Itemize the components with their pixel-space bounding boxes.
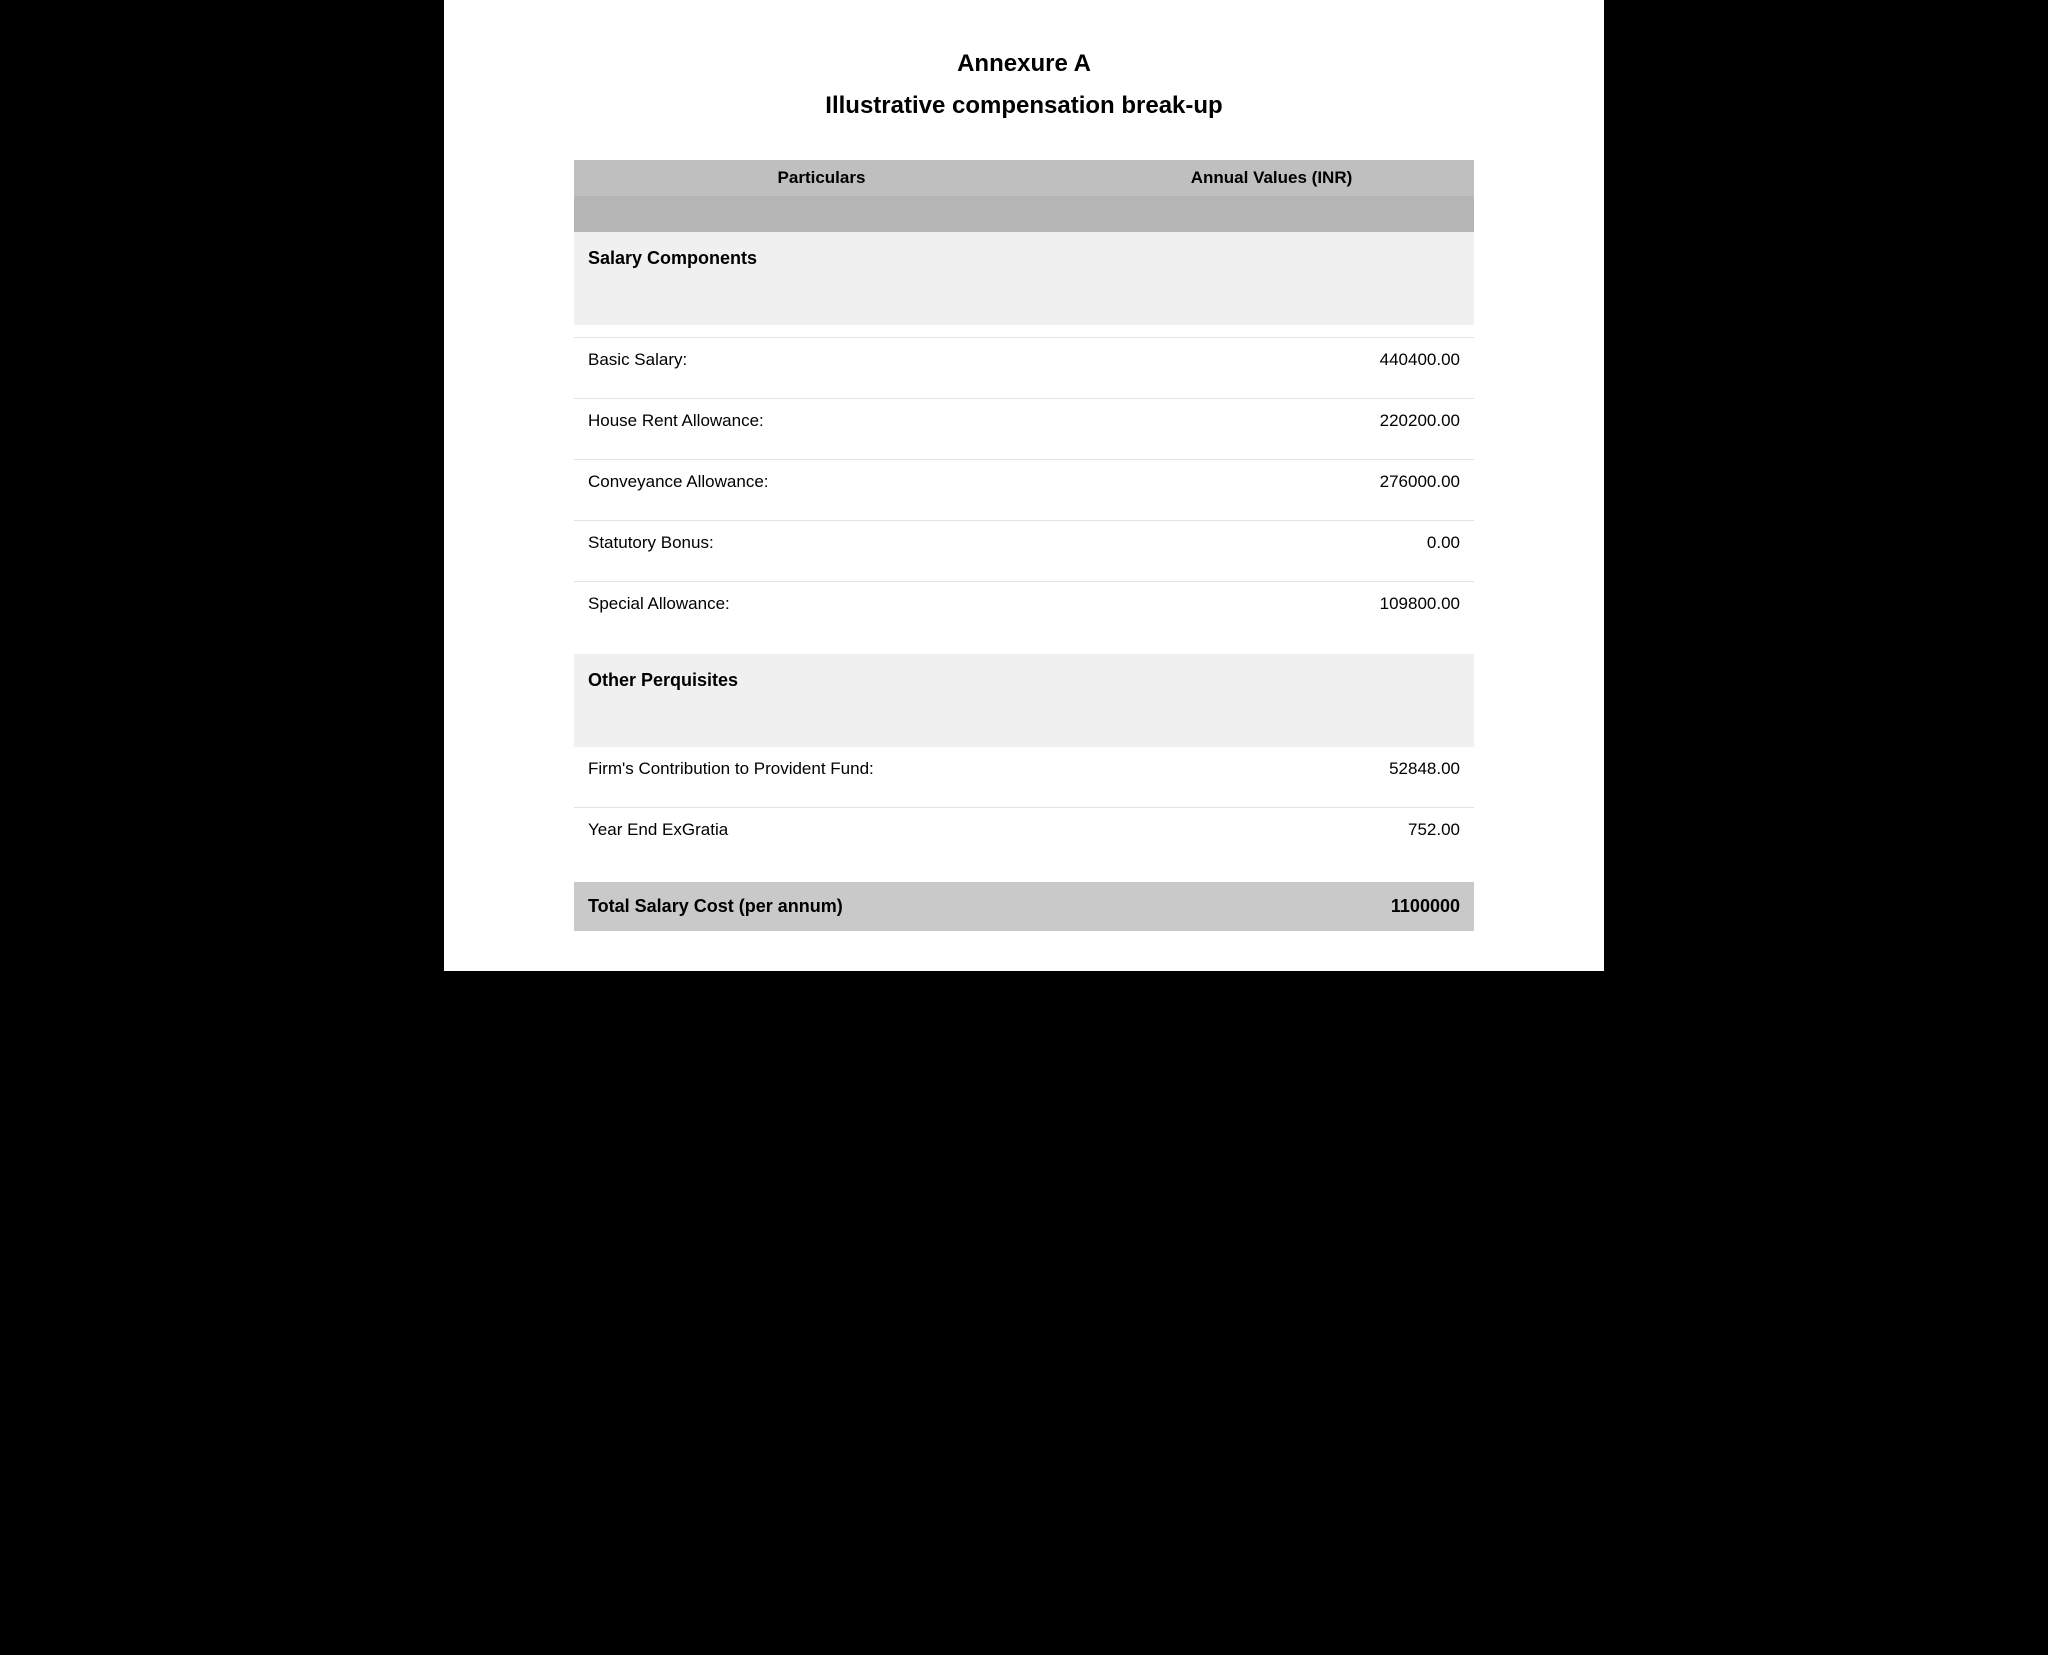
document-page: Annexure A Illustrative compensation bre… [444,0,1604,971]
row-value: 752.00 [1320,820,1460,840]
column-header-annual-values: Annual Values (INR) [1069,168,1474,188]
total-label: Total Salary Cost (per annum) [588,896,1320,917]
row-value: 52848.00 [1320,759,1460,779]
table-header-spacer [574,196,1474,232]
row-value: 0.00 [1320,533,1460,553]
title-block: Annexure A Illustrative compensation bre… [444,50,1604,120]
row-label: Special Allowance: [588,594,1320,614]
table-row: Conveyance Allowance: 276000.00 [574,459,1474,520]
section-heading-salary-components: Salary Components [574,232,1474,325]
total-value: 1100000 [1320,896,1460,917]
section-gap [574,325,1474,337]
table-row: House Rent Allowance: 220200.00 [574,398,1474,459]
table-header-row: Particulars Annual Values (INR) [574,160,1474,196]
row-label: Basic Salary: [588,350,1320,370]
total-row: Total Salary Cost (per annum) 1100000 [574,882,1474,931]
row-label: House Rent Allowance: [588,411,1320,431]
section-heading-other-perquisites: Other Perquisites [574,654,1474,747]
section-gap [574,642,1474,654]
column-header-particulars: Particulars [574,168,1069,188]
table-row: Firm's Contribution to Provident Fund: 5… [574,747,1474,807]
table-row: Statutory Bonus: 0.00 [574,520,1474,581]
table-row: Year End ExGratia 752.00 [574,807,1474,868]
row-value: 276000.00 [1320,472,1460,492]
table-row: Special Allowance: 109800.00 [574,581,1474,642]
row-label: Year End ExGratia [588,820,1320,840]
row-value: 220200.00 [1320,411,1460,431]
row-label: Statutory Bonus: [588,533,1320,553]
total-gap [574,868,1474,882]
row-value: 109800.00 [1320,594,1460,614]
document-subtitle: Illustrative compensation break-up [444,92,1604,120]
row-label: Firm's Contribution to Provident Fund: [588,759,1320,779]
table-row: Basic Salary: 440400.00 [574,337,1474,398]
row-value: 440400.00 [1320,350,1460,370]
compensation-table: Particulars Annual Values (INR) Salary C… [574,160,1474,931]
document-title: Annexure A [444,50,1604,78]
row-label: Conveyance Allowance: [588,472,1320,492]
